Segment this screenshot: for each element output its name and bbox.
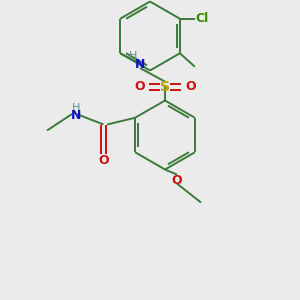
Text: O: O: [98, 154, 109, 167]
Text: O: O: [172, 173, 182, 187]
Text: H: H: [71, 103, 80, 113]
Text: N: N: [135, 58, 145, 71]
Text: S: S: [160, 80, 170, 94]
Text: H: H: [129, 51, 137, 61]
Text: N: N: [70, 109, 81, 122]
Text: O: O: [134, 80, 145, 94]
Text: O: O: [185, 80, 196, 94]
Text: Cl: Cl: [195, 12, 208, 25]
